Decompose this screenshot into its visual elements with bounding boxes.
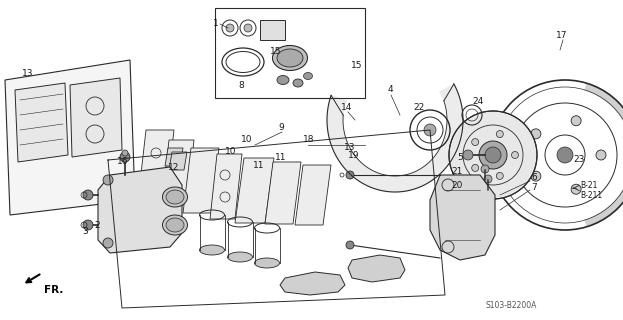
Polygon shape <box>5 60 135 215</box>
Polygon shape <box>265 162 301 224</box>
Circle shape <box>481 165 489 173</box>
Ellipse shape <box>272 45 308 70</box>
Text: 10: 10 <box>241 135 252 145</box>
Text: 23: 23 <box>573 156 584 164</box>
Circle shape <box>472 139 478 146</box>
Ellipse shape <box>166 190 184 204</box>
Ellipse shape <box>199 245 224 255</box>
Polygon shape <box>327 84 463 192</box>
Text: 5: 5 <box>457 154 463 163</box>
Bar <box>215 8 365 98</box>
Circle shape <box>103 175 113 185</box>
Ellipse shape <box>303 73 313 79</box>
Text: 22: 22 <box>413 103 424 113</box>
Text: 14: 14 <box>341 103 353 113</box>
Text: 8: 8 <box>238 81 244 90</box>
Text: 15: 15 <box>270 47 282 57</box>
Text: S103-B2200A: S103-B2200A <box>486 300 538 309</box>
Text: 16: 16 <box>117 157 128 166</box>
Circle shape <box>346 241 354 249</box>
Circle shape <box>531 129 541 139</box>
Polygon shape <box>295 165 331 225</box>
Text: B-211: B-211 <box>580 190 602 199</box>
Polygon shape <box>70 78 122 157</box>
Circle shape <box>472 164 478 172</box>
Circle shape <box>531 171 541 181</box>
Ellipse shape <box>277 49 303 67</box>
Text: 19: 19 <box>348 150 359 159</box>
Polygon shape <box>280 272 345 295</box>
Circle shape <box>479 141 507 169</box>
Circle shape <box>103 238 113 248</box>
Circle shape <box>449 111 537 199</box>
Ellipse shape <box>163 187 188 207</box>
Text: 13: 13 <box>22 68 34 77</box>
Text: 17: 17 <box>556 30 568 39</box>
Text: 20: 20 <box>451 180 462 189</box>
Circle shape <box>596 150 606 160</box>
Text: 1: 1 <box>213 20 219 28</box>
Text: 6: 6 <box>531 173 537 182</box>
Ellipse shape <box>255 258 280 268</box>
Text: FR.: FR. <box>44 285 64 295</box>
Text: 18: 18 <box>303 135 315 145</box>
Ellipse shape <box>277 76 289 84</box>
Text: 24: 24 <box>472 98 483 107</box>
Text: 10: 10 <box>225 148 237 156</box>
Circle shape <box>244 24 252 32</box>
Polygon shape <box>183 148 219 213</box>
Ellipse shape <box>227 252 252 262</box>
Text: 9: 9 <box>278 124 283 132</box>
Polygon shape <box>430 175 495 260</box>
Polygon shape <box>138 130 174 200</box>
Polygon shape <box>165 148 183 166</box>
Polygon shape <box>210 154 242 219</box>
Ellipse shape <box>163 215 188 235</box>
Text: 7: 7 <box>531 183 537 193</box>
Circle shape <box>83 220 93 230</box>
Circle shape <box>226 24 234 32</box>
Text: 13: 13 <box>344 143 356 153</box>
Circle shape <box>120 152 130 162</box>
Polygon shape <box>15 83 68 162</box>
Polygon shape <box>235 158 274 223</box>
Ellipse shape <box>166 218 184 232</box>
Text: B-21: B-21 <box>580 180 597 189</box>
Polygon shape <box>98 167 182 253</box>
Circle shape <box>557 147 573 163</box>
Polygon shape <box>348 255 405 282</box>
Circle shape <box>497 172 503 180</box>
Text: 21: 21 <box>451 167 462 177</box>
Circle shape <box>571 184 581 194</box>
Ellipse shape <box>293 79 303 87</box>
Circle shape <box>83 190 93 200</box>
Text: 15: 15 <box>351 60 363 69</box>
Circle shape <box>497 131 503 138</box>
Circle shape <box>463 150 473 160</box>
Circle shape <box>424 124 436 136</box>
Circle shape <box>485 147 501 163</box>
Circle shape <box>484 175 492 183</box>
Polygon shape <box>585 83 623 227</box>
Text: 3: 3 <box>82 228 88 236</box>
Polygon shape <box>162 140 194 205</box>
Text: 2: 2 <box>94 220 100 229</box>
Circle shape <box>346 171 354 179</box>
Circle shape <box>122 150 128 156</box>
Circle shape <box>571 116 581 126</box>
Text: 4: 4 <box>388 85 394 94</box>
Text: 11: 11 <box>275 154 287 163</box>
Text: 11: 11 <box>253 161 265 170</box>
Polygon shape <box>260 20 285 40</box>
Text: 12: 12 <box>168 164 179 172</box>
Circle shape <box>511 151 518 158</box>
Polygon shape <box>169 152 187 170</box>
